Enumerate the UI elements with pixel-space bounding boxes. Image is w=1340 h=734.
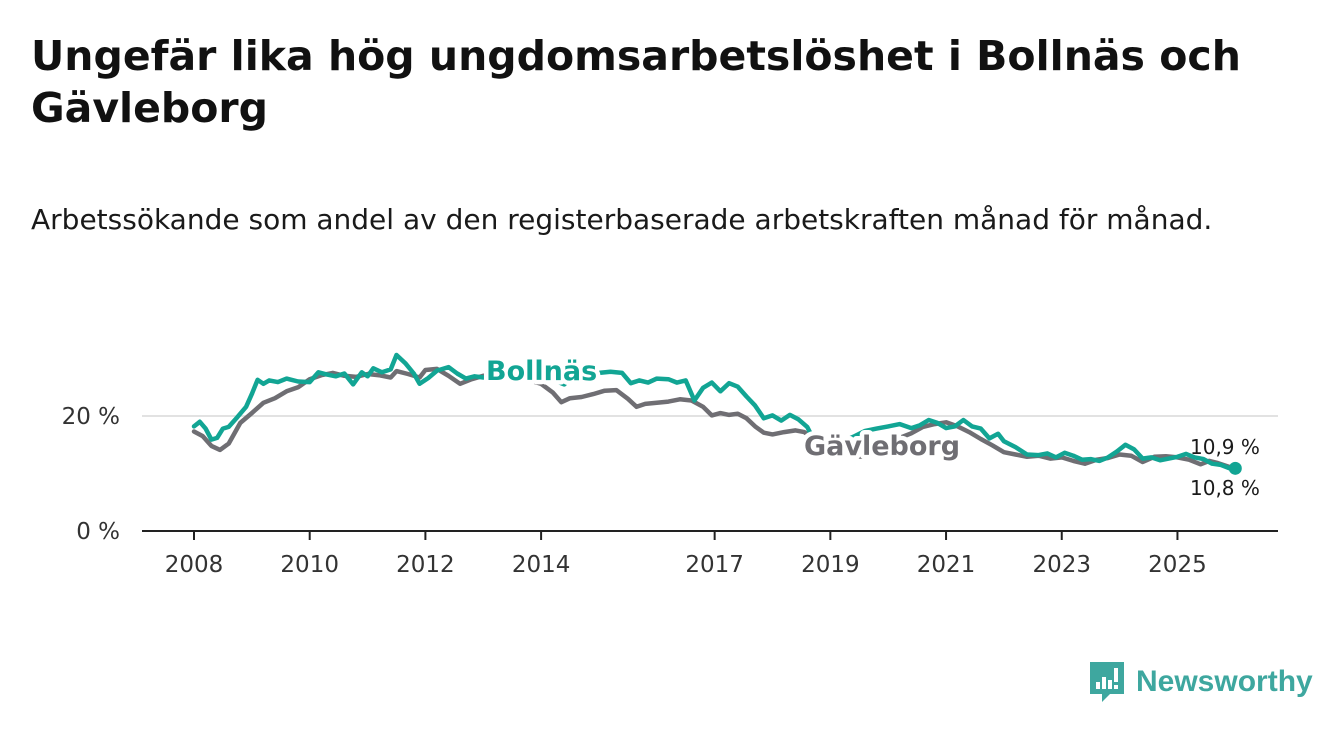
brand-name: Newsworthy [1136, 665, 1313, 698]
series-label-gavleborg-halo: Gävleborg [804, 431, 960, 462]
brand-logo: Newsworthy [1088, 660, 1313, 704]
x-axis: 2008 2010 2012 2014 2017 2019 2021 2023 2025 [142, 530, 1278, 578]
series-label-bollnas: Bollnäs [486, 356, 597, 387]
x-tick-label: 2019 [801, 552, 860, 578]
y-tick-label: 0 % [76, 519, 120, 545]
x-tick-label: 2010 [280, 552, 339, 578]
x-tick-label: 2021 [917, 552, 976, 578]
x-tick-label: 2012 [396, 552, 455, 578]
series-lines [191, 352, 1242, 475]
chart-subtitle: Arbetssökande som andel av den registerb… [31, 203, 1213, 236]
x-tick-label: 2023 [1032, 552, 1091, 578]
x-tick-label: 2008 [165, 552, 224, 578]
end-value-label-bollnas: 10,9 % [1190, 435, 1260, 459]
series-label-gavleborg: Gävleborg [804, 431, 960, 462]
newsworthy-logo-icon [1090, 662, 1124, 702]
x-tick-label: 2017 [685, 552, 744, 578]
series-line-bollnas [191, 352, 1238, 471]
y-tick-label: 20 % [62, 404, 120, 430]
chart-title: Ungefär lika hög ungdomsarbetslöshet i B… [31, 32, 1241, 132]
x-tick-label: 2025 [1148, 552, 1207, 578]
x-tick-label: 2014 [512, 552, 571, 578]
end-point-bollnas [1228, 461, 1242, 475]
end-value-label-gavleborg: 10,8 % [1190, 476, 1260, 500]
y-axis-ticks: 0 % 20 % [62, 404, 120, 545]
series-label-bollnas-halo: Bollnäs [486, 356, 597, 387]
